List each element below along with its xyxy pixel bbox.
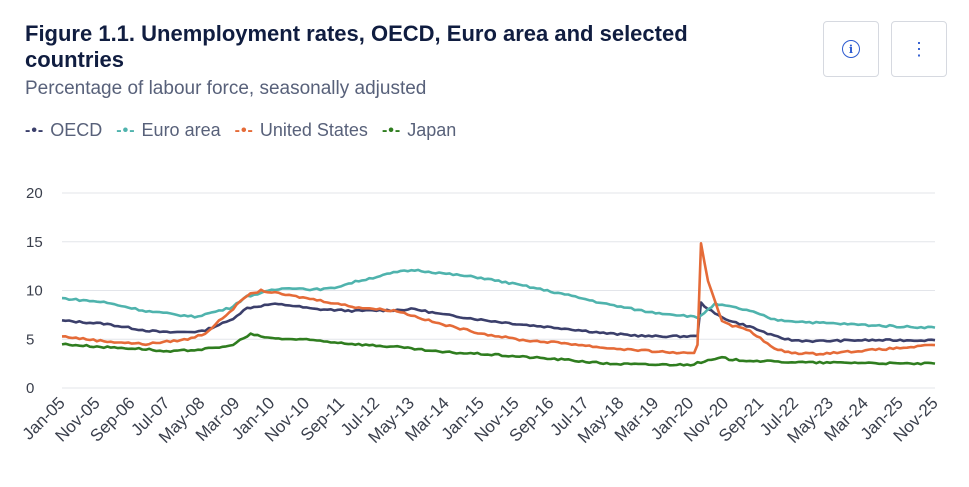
legend-label: Euro area bbox=[141, 120, 221, 140]
info-button[interactable]: i bbox=[823, 21, 879, 77]
legend-item[interactable]: -•- United States bbox=[235, 120, 368, 141]
series-line-oecd[interactable] bbox=[61, 301, 936, 344]
legend-swatch: -•- bbox=[116, 121, 136, 139]
y-tick-label: 20 bbox=[26, 185, 43, 202]
y-tick-label: 15 bbox=[26, 234, 43, 251]
chart-subtitle: Percentage of labour force, seasonally a… bbox=[25, 78, 427, 99]
legend-swatch: -•- bbox=[25, 121, 45, 139]
legend-swatch: -•- bbox=[234, 121, 254, 139]
series-line-united-states[interactable] bbox=[61, 242, 936, 356]
y-tick-label: 0 bbox=[26, 380, 34, 397]
legend-label: OECD bbox=[50, 120, 103, 140]
legend-item[interactable]: -•- OECD bbox=[25, 120, 102, 141]
more-menu-button[interactable]: ⋮ bbox=[891, 21, 947, 77]
legend-item[interactable]: -•- Euro area bbox=[116, 120, 220, 141]
series-line-japan[interactable] bbox=[61, 332, 936, 367]
y-tick-label: 5 bbox=[26, 331, 34, 348]
info-icon: i bbox=[842, 40, 860, 58]
y-tick-label: 10 bbox=[26, 283, 43, 300]
chart-legend: -•- OECD -•- Euro area -•- United States -•- Ja… bbox=[25, 120, 456, 141]
legend-item[interactable]: -•- Japan bbox=[382, 120, 456, 141]
chart-title: Figure 1.1. Unemployment rates, OECD, Eu… bbox=[25, 21, 688, 72]
legend-label: United States bbox=[259, 120, 368, 140]
series-line-euro-area[interactable] bbox=[61, 268, 936, 330]
legend-swatch: -•- bbox=[381, 121, 402, 139]
legend-label: Japan bbox=[407, 120, 457, 140]
more-vertical-icon: ⋮ bbox=[910, 39, 928, 59]
